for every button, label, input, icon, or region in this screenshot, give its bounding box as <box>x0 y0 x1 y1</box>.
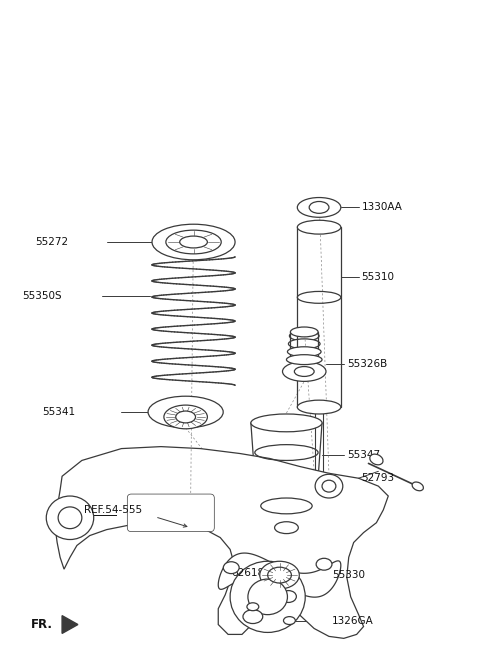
Text: REF.54-555: REF.54-555 <box>84 505 142 515</box>
Ellipse shape <box>370 454 383 465</box>
Ellipse shape <box>251 414 322 432</box>
Ellipse shape <box>297 400 341 414</box>
Ellipse shape <box>261 498 312 514</box>
Ellipse shape <box>297 220 341 234</box>
Polygon shape <box>62 615 78 634</box>
Ellipse shape <box>248 579 288 615</box>
Text: 55330: 55330 <box>332 570 365 580</box>
Ellipse shape <box>294 367 314 377</box>
Ellipse shape <box>283 361 326 381</box>
Ellipse shape <box>288 339 320 349</box>
Ellipse shape <box>176 411 195 423</box>
Text: 52793: 52793 <box>361 473 395 483</box>
Text: 62618B: 62618B <box>231 568 271 578</box>
Ellipse shape <box>223 562 239 573</box>
Ellipse shape <box>275 522 298 533</box>
Ellipse shape <box>412 482 423 491</box>
Polygon shape <box>218 553 341 597</box>
Ellipse shape <box>166 230 221 254</box>
Ellipse shape <box>46 496 94 539</box>
Ellipse shape <box>316 558 332 570</box>
Text: 55350S: 55350S <box>23 291 62 301</box>
Ellipse shape <box>152 224 235 260</box>
Text: 55310: 55310 <box>361 272 395 281</box>
Text: 55326B: 55326B <box>347 359 387 369</box>
Ellipse shape <box>268 567 291 583</box>
Ellipse shape <box>287 355 322 365</box>
Ellipse shape <box>288 347 321 357</box>
Text: 55341: 55341 <box>42 407 75 417</box>
Ellipse shape <box>297 197 341 217</box>
Ellipse shape <box>280 590 296 602</box>
Ellipse shape <box>309 201 329 213</box>
Text: 55272: 55272 <box>36 237 69 247</box>
Text: 1330AA: 1330AA <box>361 203 402 213</box>
Ellipse shape <box>180 236 207 248</box>
Text: FR.: FR. <box>30 618 52 631</box>
Ellipse shape <box>58 507 82 529</box>
Ellipse shape <box>260 562 300 589</box>
Ellipse shape <box>243 609 263 624</box>
Text: 55347: 55347 <box>347 449 380 459</box>
FancyBboxPatch shape <box>127 494 214 531</box>
Ellipse shape <box>230 562 305 632</box>
Ellipse shape <box>247 603 259 611</box>
Ellipse shape <box>164 405 207 429</box>
Ellipse shape <box>315 474 343 498</box>
Ellipse shape <box>148 396 223 428</box>
Ellipse shape <box>289 331 319 341</box>
Ellipse shape <box>284 617 295 625</box>
Polygon shape <box>55 447 388 638</box>
Ellipse shape <box>322 480 336 492</box>
Text: 1326GA: 1326GA <box>332 615 373 626</box>
Ellipse shape <box>290 327 318 337</box>
